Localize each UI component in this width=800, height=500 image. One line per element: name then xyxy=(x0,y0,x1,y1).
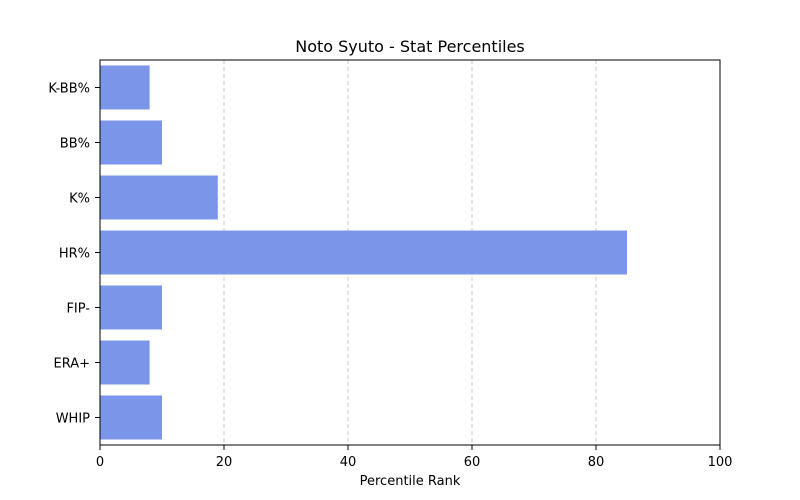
bar-k-bb- xyxy=(100,65,150,110)
x-tick-label: 20 xyxy=(216,455,233,470)
bar-k- xyxy=(100,175,218,220)
x-axis-label: Percentile Rank xyxy=(360,474,461,489)
x-tick-label: 40 xyxy=(340,455,357,470)
x-tick-label: 0 xyxy=(96,455,104,470)
y-tick-label: HR% xyxy=(59,247,90,262)
x-tick-label: 100 xyxy=(708,455,733,470)
y-tick-label: FIP- xyxy=(66,302,90,317)
y-tick-label: ERA+ xyxy=(53,357,90,372)
y-tick-label: BB% xyxy=(60,137,90,152)
y-tick-label: K% xyxy=(69,192,90,207)
bars xyxy=(100,65,627,440)
bar-fip- xyxy=(100,285,162,330)
chart-title: Noto Syuto - Stat Percentiles xyxy=(295,37,525,56)
x-tick-label: 80 xyxy=(588,455,605,470)
bar-era- xyxy=(100,340,150,385)
bar-whip xyxy=(100,395,162,440)
bar-hr- xyxy=(100,230,627,275)
bar-bb- xyxy=(100,120,162,165)
y-axis-ticks: WHIP ERA+ FIP- HR% K% BB% K-BB% xyxy=(48,82,100,427)
y-tick-label: K-BB% xyxy=(48,82,90,97)
x-axis-ticks: 0 20 40 60 80 100 xyxy=(96,445,733,470)
y-tick-label: WHIP xyxy=(56,412,90,427)
x-tick-label: 60 xyxy=(464,455,481,470)
